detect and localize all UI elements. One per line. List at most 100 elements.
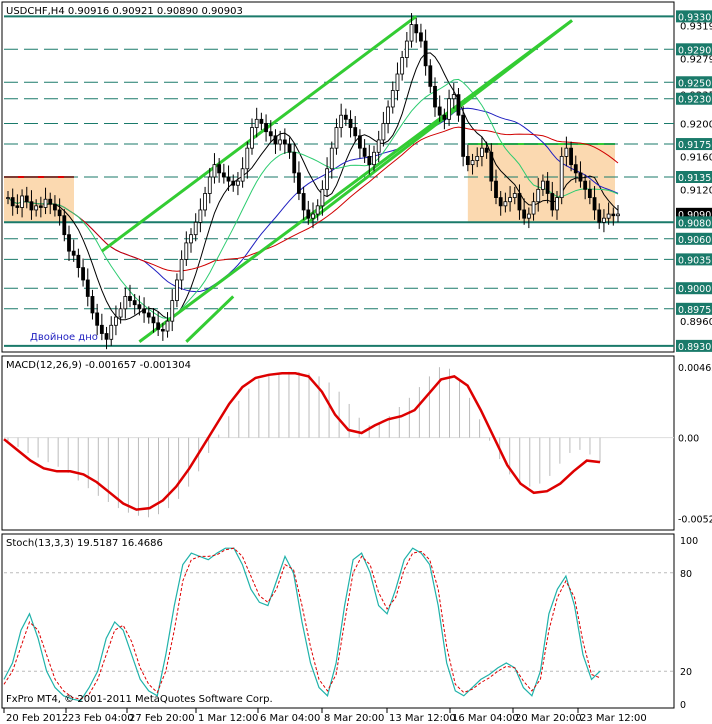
bar-body [207,176,212,194]
bar-body [583,180,588,190]
time-tick-label: 13 Mar 12:00 [389,713,456,724]
stoch-axis: 100 80 20 0 [680,536,698,711]
price-bar [62,209,67,242]
price-bar [503,192,508,213]
price-bar [137,295,142,316]
price-bar [282,128,287,154]
price-badge-label: 0.8975 [678,305,711,316]
price-badge-bg [676,171,712,183]
price-bar [118,302,123,324]
price-bar [550,181,555,217]
time-tick-label: 27 Feb 20:00 [129,713,195,724]
bar-body [48,198,53,205]
price-bar [343,108,348,126]
bar-body [512,193,517,198]
bar-body [465,156,470,166]
price-bar [428,59,433,93]
bar-body [151,316,156,324]
bar-body [95,312,100,326]
price-tick-label: 0.9160 [680,152,712,163]
price-bar [414,18,419,43]
price-bar [203,186,207,217]
bar-body [34,205,39,211]
bar-body [99,324,104,334]
price-bar [372,145,376,172]
stoch-signal-line [3,547,601,700]
price-bar [616,205,620,223]
bar-body [76,254,81,269]
bar-body [297,172,301,194]
price-bar [254,107,259,138]
bar-body [616,213,620,217]
price-bar [132,293,137,315]
price-bar [268,120,273,143]
price-badge: 0.9250 [676,76,712,89]
price-bar [15,194,20,215]
price-badge-bg [676,282,712,295]
price-bar [81,258,85,287]
price-badge: 0.9000 [676,282,712,295]
bar-body [480,147,484,157]
price-bar [175,273,179,308]
bar-body [179,258,184,281]
bar-body [240,168,245,182]
bar-body [203,193,207,211]
price-bar [20,189,24,218]
price-bar [128,284,132,308]
macd-signal-line [3,372,601,511]
stoch-tick-label: 80 [680,569,692,580]
price-bar [583,174,588,200]
bar-body [231,180,236,186]
price-bar [531,192,536,221]
bar-body [15,205,20,208]
bar-body [184,242,189,260]
bar-body [442,114,447,120]
bar-body [320,188,325,207]
bar-body [428,65,433,87]
price-bar [85,268,90,307]
bar-body [437,106,442,116]
moving-average-line [7,78,619,319]
bar-body [400,57,405,75]
price-bar [226,165,231,192]
price-badge-bg [676,76,712,89]
price-bar [315,199,320,221]
macd-panel-frame [1,355,675,531]
price-bar [71,239,76,262]
price-bar [212,153,217,184]
price-bar [156,311,161,336]
price-bar [456,88,461,122]
price-bar [95,303,100,336]
bar-body [10,197,15,207]
price-bar [512,186,517,205]
macd-histogram [7,367,601,518]
price-badge: 0.9230 [676,92,712,106]
price-bar [508,186,512,212]
price-tick-label: 0.9120 [680,185,712,196]
price-bar [386,100,390,134]
price-badge-label: 0.9330 [678,12,711,23]
price-tick-label: 0.8960 [680,317,712,328]
bar-body [189,234,193,244]
price-bar [358,129,362,159]
bar-body [142,308,146,314]
price-bar [10,188,15,216]
price-badge-label: 0.9080 [678,218,711,229]
price-bar [325,157,329,196]
price-bar [90,289,95,320]
price-bar [376,130,381,163]
price-bar [334,118,339,155]
price-bar [99,313,104,341]
bar-body [489,151,494,182]
bar-body [329,147,334,170]
price-bar [53,195,57,217]
price-badge-bg [676,92,712,105]
bar-body [367,156,372,166]
price-bar [602,209,606,233]
bar-body [498,197,503,207]
price-bar [339,103,344,138]
price-bar [48,192,53,215]
price-bar [57,198,62,226]
price-bar [367,144,372,175]
